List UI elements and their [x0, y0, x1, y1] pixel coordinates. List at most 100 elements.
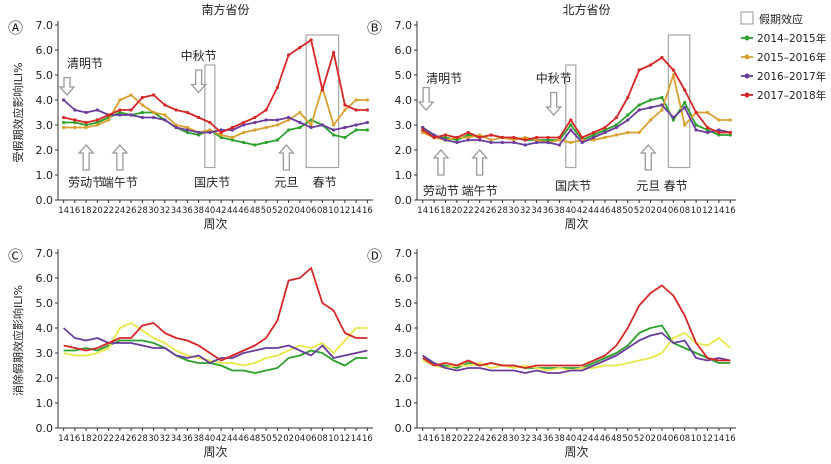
y-tick-label: 6.0: [395, 44, 413, 57]
x-tick-label: 38: [554, 206, 565, 216]
x-tick-label: 48: [249, 206, 260, 216]
x-tick-label: 28: [137, 206, 148, 216]
y-tick-label: 3.0: [36, 119, 54, 132]
series-point: [174, 125, 178, 130]
y-tick-label: 2.0: [395, 372, 413, 385]
series-point: [591, 135, 596, 140]
x-tick-label: 28: [497, 206, 508, 216]
series-point: [569, 123, 573, 127]
series-point: [62, 120, 66, 125]
x-tick-label: 16: [69, 434, 80, 444]
x-tick-label: 20: [92, 434, 103, 444]
series-point: [185, 125, 189, 130]
series-point: [275, 123, 279, 127]
series-point: [163, 113, 167, 117]
series-point: [73, 120, 77, 125]
x-tick-label: 14: [417, 434, 428, 444]
legend-marker: [744, 92, 750, 98]
legend-marker: [744, 35, 750, 41]
series-point: [660, 108, 664, 112]
series-point: [546, 140, 550, 145]
series-point: [275, 118, 279, 122]
x-tick-label: 16: [429, 206, 440, 216]
x-tick-label: 18: [81, 434, 92, 444]
series-point: [95, 118, 99, 122]
series-point: [455, 135, 459, 140]
y-tick-label: 5.0: [395, 69, 413, 82]
series-point: [309, 38, 313, 42]
x-tick-label: 48: [611, 434, 622, 444]
y-tick-label: 1.0: [36, 169, 54, 182]
series-point: [354, 108, 358, 112]
series-point: [421, 125, 425, 130]
x-tick-label: 02: [645, 206, 656, 216]
series-point: [512, 138, 516, 142]
series-point: [118, 98, 122, 102]
series-point: [332, 50, 336, 55]
series-point: [163, 118, 167, 122]
series-point: [569, 128, 573, 132]
series-line-4: [63, 39, 368, 134]
x-tick-label: 16: [69, 206, 80, 216]
series-point: [298, 110, 302, 115]
x-tick-label: 44: [588, 206, 599, 216]
x-tick-label: 50: [261, 206, 272, 216]
series-point: [523, 143, 527, 147]
annotation-label: 国庆节: [555, 179, 591, 193]
series-point: [118, 108, 122, 112]
series-point: [637, 108, 641, 112]
series-point: [140, 103, 144, 107]
series-point: [62, 115, 66, 120]
series-point: [354, 98, 358, 102]
series-point: [197, 115, 201, 120]
series-point: [230, 138, 234, 142]
series-point: [152, 110, 156, 115]
series-point: [230, 125, 234, 130]
series-point: [489, 133, 493, 137]
series-point: [287, 53, 291, 57]
series-point: [287, 115, 291, 120]
series-point: [478, 133, 482, 137]
x-tick-label: 50: [622, 434, 633, 444]
x-tick-label: 08: [679, 206, 690, 216]
legend-entry: 2015–2016年: [757, 51, 826, 64]
annotation-label: 春节: [664, 179, 688, 193]
holiday-arrow: [277, 144, 295, 171]
series-point: [275, 85, 279, 90]
x-tick-label: 10: [691, 206, 702, 216]
series-point: [500, 140, 505, 145]
series-point: [129, 108, 133, 112]
series-point: [219, 135, 223, 140]
series-point: [671, 68, 675, 72]
y-tick-label: 3.0: [395, 347, 413, 360]
annotation-label: 劳动节: [68, 175, 104, 189]
series-point: [332, 133, 336, 137]
series-line-2: [422, 74, 731, 144]
series-point: [107, 118, 111, 122]
annotation-label: 中秋节: [181, 48, 217, 63]
x-tick-label: 20: [92, 206, 103, 216]
x-tick-label: 14: [713, 206, 724, 216]
series-point: [591, 138, 596, 142]
panel-title: 北方省份: [562, 2, 610, 17]
series-point: [603, 128, 607, 132]
series-point: [728, 133, 732, 137]
annotation-label: 元旦: [636, 179, 660, 193]
holiday-arrow: [545, 91, 563, 116]
x-tick-label: 02: [645, 434, 656, 444]
series-point: [84, 123, 88, 127]
x-tick-label: 18: [440, 434, 451, 444]
y-axis-label: 受假期效应影响ILI%: [11, 62, 25, 162]
series-line-3: [63, 327, 368, 364]
series-point: [694, 110, 698, 115]
series-point: [208, 120, 212, 125]
x-tick-label: 12: [339, 434, 350, 444]
series-point: [728, 130, 732, 135]
x-tick-label: 36: [543, 434, 554, 444]
series-point: [365, 108, 369, 112]
series-point: [354, 123, 358, 127]
x-tick-label: 48: [611, 206, 622, 216]
series-point: [614, 115, 618, 120]
series-point: [705, 128, 710, 132]
x-tick-label: 34: [531, 434, 542, 444]
